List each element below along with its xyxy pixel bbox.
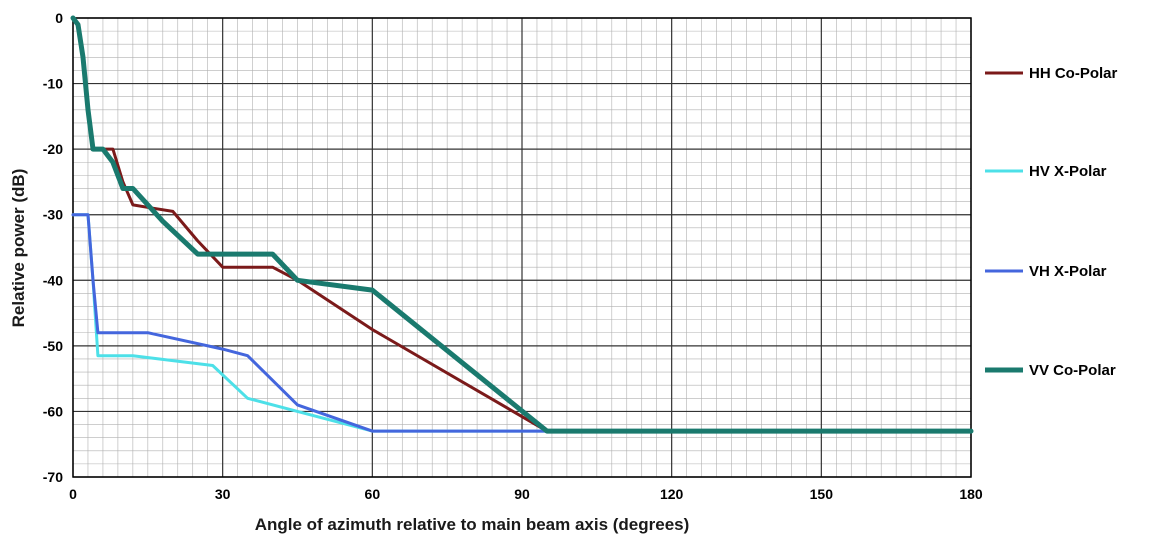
x-tick-label: 90 bbox=[514, 486, 530, 502]
x-tick-label: 120 bbox=[660, 486, 684, 502]
series-line-vv-co-polar bbox=[70, 15, 974, 434]
legend-label-hh-co-polar: HH Co-Polar bbox=[1029, 65, 1118, 82]
y-tick-label: -70 bbox=[43, 469, 63, 485]
x-tick-label: 180 bbox=[959, 486, 983, 502]
x-tick-label: 0 bbox=[69, 486, 77, 502]
plot-frame bbox=[72, 17, 972, 478]
y-axis-title: Relative power (dB) bbox=[9, 169, 28, 328]
x-axis-title: Angle of azimuth relative to main beam a… bbox=[255, 515, 690, 534]
y-tick-label: -10 bbox=[43, 76, 63, 92]
legend: HH Co-Polar HV X-Polar VH X-Polar VV Co-Pol… bbox=[985, 65, 1118, 379]
x-axis-ticks: 0 30 60 90 120 150 180 bbox=[69, 486, 983, 502]
x-tick-label: 60 bbox=[365, 486, 381, 502]
x-tick-label: 30 bbox=[215, 486, 231, 502]
y-tick-label: -30 bbox=[43, 207, 63, 223]
y-tick-label: -50 bbox=[43, 338, 63, 354]
series-line-vh-x-polar bbox=[71, 213, 973, 433]
y-tick-label: 0 bbox=[55, 10, 63, 26]
y-tick-label: -20 bbox=[43, 141, 63, 157]
series-layer bbox=[70, 15, 974, 434]
legend-label-hv-x-polar: HV X-Polar bbox=[1029, 163, 1107, 180]
y-tick-label: -60 bbox=[43, 403, 63, 419]
y-axis-ticks: 0 -10 -20 -30 -40 -50 -60 -70 bbox=[43, 10, 63, 485]
major-grid bbox=[72, 17, 972, 478]
y-tick-label: -40 bbox=[43, 272, 63, 288]
legend-label-vv-co-polar: VV Co-Polar bbox=[1029, 362, 1116, 379]
x-tick-label: 150 bbox=[810, 486, 834, 502]
legend-label-vh-x-polar: VH X-Polar bbox=[1029, 263, 1107, 280]
